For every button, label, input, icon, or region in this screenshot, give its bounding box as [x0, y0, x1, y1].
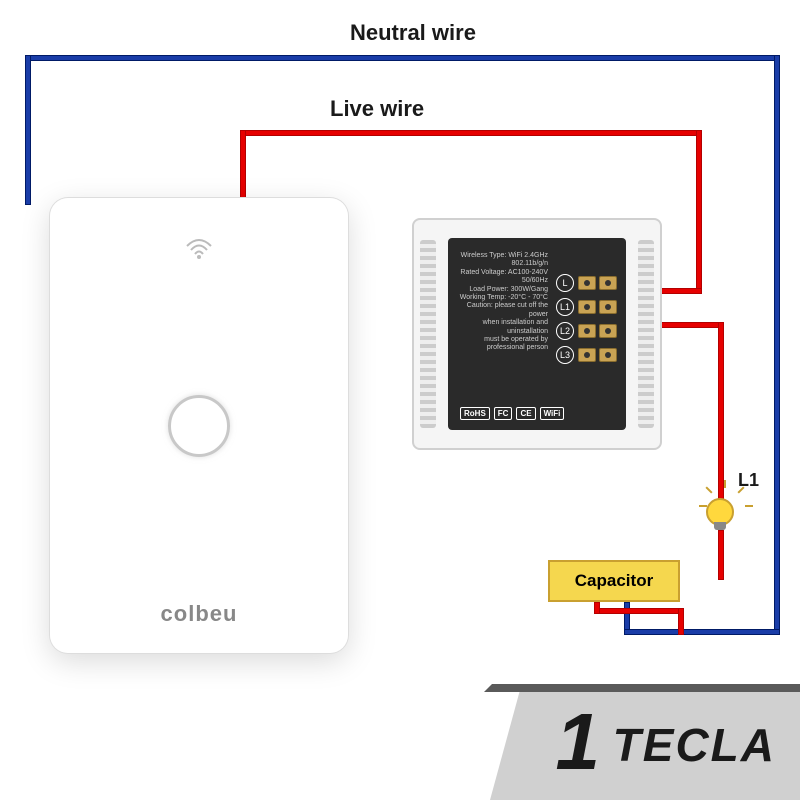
housing-groove-right [638, 240, 654, 428]
terminal-hole [578, 348, 596, 362]
terminal-hole [578, 276, 596, 290]
neutral-wire-top [25, 55, 780, 61]
spec-line: when installation and uninstallation [454, 319, 548, 336]
footer-word-text: TECLA [613, 719, 776, 771]
spec-line: Rated Voltage: AC100-240V 50/60Hz [454, 269, 548, 286]
terminal-L2: L2 [556, 322, 620, 340]
brand-label: colbeu [161, 601, 238, 627]
terminal-hole [578, 324, 596, 338]
housing-groove-left [420, 240, 436, 428]
terminal-L1: L1 [556, 298, 620, 316]
footer-num-text: 1 [556, 697, 601, 786]
capacitor-label: Capacitor [575, 571, 653, 591]
footer-word: TECLA [613, 718, 776, 772]
live-wire-cap-h [594, 608, 684, 614]
ce-icon: CE [516, 407, 535, 420]
touch-button-ring[interactable] [168, 395, 230, 457]
terminal-hole [599, 300, 617, 314]
terminal-block: L L1 L2 L3 [556, 274, 620, 370]
spec-text: Wireless Type: WiFi 2.4GHz 802.11b/g/n R… [454, 252, 548, 353]
footer-band-accent [478, 684, 800, 692]
terminal-L3: L3 [556, 346, 620, 364]
spec-line: Wireless Type: WiFi 2.4GHz 802.11b/g/n [454, 252, 548, 269]
neutral-wire-right [774, 55, 780, 635]
cert-icons: RoHS FC CE WiFi [460, 407, 564, 420]
neutral-wire-bottom [680, 629, 780, 635]
terminal-hole [599, 276, 617, 290]
terminal-label-L3: L3 [556, 346, 574, 364]
wifi-badge-icon: WiFi [540, 407, 565, 420]
spec-line: Caution: please cut off the power [454, 302, 548, 319]
spec-line: Load Power: 300W/Gang [454, 286, 548, 294]
spec-line: must be operated by professional person [454, 336, 548, 353]
neutral-wire-label: Neutral wire [350, 20, 476, 46]
switch-back-module: Wireless Type: WiFi 2.4GHz 802.11b/g/n R… [448, 238, 626, 430]
terminal-label-L: L [556, 274, 574, 292]
live-wire-right-down [696, 130, 702, 294]
live-wire-bulb-link [718, 530, 724, 580]
bulb-icon [706, 498, 734, 526]
fcc-icon: FC [494, 407, 513, 420]
terminal-hole [599, 348, 617, 362]
terminal-label-L1: L1 [556, 298, 574, 316]
terminal-L: L [556, 274, 620, 292]
neutral-wire-left [25, 55, 31, 205]
footer-number: 1 [556, 696, 601, 788]
rohs-icon: RoHS [460, 407, 490, 420]
terminal-label-L2: L2 [556, 322, 574, 340]
live-wire-top [240, 130, 702, 136]
terminal-hole [578, 300, 596, 314]
live-wire-L1-down [718, 322, 724, 502]
live-wire-label: Live wire [330, 96, 424, 122]
switch-front-panel: colbeu [50, 198, 348, 653]
live-wire-cap-right-up [678, 608, 684, 635]
live-wire-cap-up [594, 602, 600, 614]
spec-line: Working Temp: -20°C - 70°C [454, 294, 548, 302]
terminal-hole [599, 324, 617, 338]
capacitor-box: Capacitor [548, 560, 680, 602]
live-wire-left-down [240, 130, 246, 200]
wiring-diagram-canvas: Neutral wire Live wire L1 colbeu Wireles… [0, 0, 800, 800]
neutral-wire-cap-h [624, 629, 684, 635]
wifi-icon [185, 238, 213, 265]
